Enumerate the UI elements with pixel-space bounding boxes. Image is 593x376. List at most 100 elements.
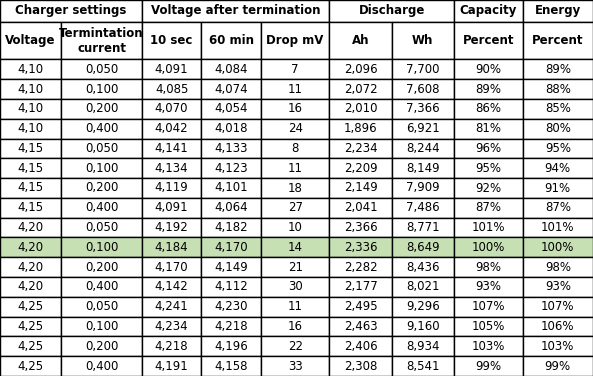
Text: 96%: 96% [475, 142, 501, 155]
Text: 87%: 87% [545, 201, 571, 214]
Bar [202, 337, 261, 356]
Bar [522, 158, 593, 178]
Bar [454, 257, 522, 277]
Bar [330, 317, 391, 337]
Text: 2,336: 2,336 [344, 241, 377, 254]
Text: Wh: Wh [412, 34, 433, 47]
Text: 8,021: 8,021 [406, 280, 439, 293]
Bar [61, 297, 142, 317]
Bar [330, 257, 391, 277]
Bar [0, 138, 61, 158]
Bar [391, 158, 454, 178]
Bar [261, 317, 330, 337]
Bar [261, 178, 330, 198]
Text: 21: 21 [288, 261, 302, 274]
Text: 4,182: 4,182 [214, 221, 248, 234]
Text: 81%: 81% [475, 122, 501, 135]
Text: 24: 24 [288, 122, 302, 135]
Text: 4,10: 4,10 [18, 63, 44, 76]
Text: 2,096: 2,096 [344, 63, 377, 76]
Text: 4,218: 4,218 [214, 320, 248, 333]
Text: 2,366: 2,366 [344, 221, 377, 234]
Text: 33: 33 [288, 359, 302, 373]
Bar [0, 99, 61, 119]
Text: 16: 16 [288, 102, 302, 115]
Text: 0,100: 0,100 [85, 162, 118, 175]
Text: 4,018: 4,018 [214, 122, 248, 135]
Text: 27: 27 [288, 201, 302, 214]
Bar [522, 79, 593, 99]
Bar [391, 79, 454, 99]
Bar [522, 356, 593, 376]
Bar [522, 198, 593, 218]
Text: 8,149: 8,149 [406, 162, 439, 175]
Text: 4,196: 4,196 [214, 340, 248, 353]
Bar [61, 119, 142, 138]
Text: 99%: 99% [545, 359, 571, 373]
Text: 8,649: 8,649 [406, 241, 439, 254]
Bar [202, 79, 261, 99]
Text: 4,074: 4,074 [214, 83, 248, 96]
Bar [522, 0, 593, 22]
Bar [330, 22, 391, 59]
Bar [522, 138, 593, 158]
Bar [330, 59, 391, 79]
Bar [202, 218, 261, 238]
Text: 4,25: 4,25 [18, 359, 44, 373]
Bar [0, 119, 61, 138]
Bar [522, 22, 593, 59]
Bar [261, 198, 330, 218]
Bar [261, 59, 330, 79]
Text: 4,170: 4,170 [155, 261, 189, 274]
Text: Voltage after termination: Voltage after termination [151, 5, 320, 17]
Bar [202, 178, 261, 198]
Text: 1,896: 1,896 [344, 122, 377, 135]
Bar [0, 59, 61, 79]
Bar [61, 99, 142, 119]
Text: 10: 10 [288, 221, 302, 234]
Text: 60 min: 60 min [209, 34, 254, 47]
Text: 11: 11 [288, 83, 302, 96]
Bar [391, 297, 454, 317]
Bar [454, 0, 522, 22]
Text: 98%: 98% [475, 261, 501, 274]
Text: 0,400: 0,400 [85, 359, 118, 373]
Text: 4,184: 4,184 [155, 241, 189, 254]
Text: 9,160: 9,160 [406, 320, 439, 333]
Bar [391, 198, 454, 218]
Text: 100%: 100% [541, 241, 575, 254]
Text: 8,436: 8,436 [406, 261, 439, 274]
Text: 0,400: 0,400 [85, 122, 118, 135]
Bar [142, 79, 202, 99]
Bar [61, 238, 142, 257]
Bar [330, 198, 391, 218]
Bar [61, 257, 142, 277]
Text: 4,142: 4,142 [155, 280, 189, 293]
Text: 0,100: 0,100 [85, 320, 118, 333]
Text: 4,134: 4,134 [155, 162, 189, 175]
Bar [330, 277, 391, 297]
Bar [454, 238, 522, 257]
Text: 4,192: 4,192 [155, 221, 189, 234]
Text: 4,218: 4,218 [155, 340, 189, 353]
Text: 2,308: 2,308 [344, 359, 377, 373]
Text: 0,200: 0,200 [85, 182, 118, 194]
Bar [391, 22, 454, 59]
Text: 4,15: 4,15 [18, 182, 44, 194]
Text: 0,050: 0,050 [85, 300, 118, 313]
Text: 9,296: 9,296 [406, 300, 439, 313]
Bar [454, 277, 522, 297]
Text: 87%: 87% [475, 201, 501, 214]
Text: 2,495: 2,495 [344, 300, 377, 313]
Bar [142, 99, 202, 119]
Text: 4,20: 4,20 [18, 261, 44, 274]
Bar [0, 238, 61, 257]
Text: Capacity: Capacity [460, 5, 517, 17]
Text: Voltage: Voltage [5, 34, 56, 47]
Bar [202, 277, 261, 297]
Text: Charger settings: Charger settings [15, 5, 127, 17]
Bar [0, 0, 142, 22]
Text: 4,10: 4,10 [18, 83, 44, 96]
Bar [142, 218, 202, 238]
Bar [391, 356, 454, 376]
